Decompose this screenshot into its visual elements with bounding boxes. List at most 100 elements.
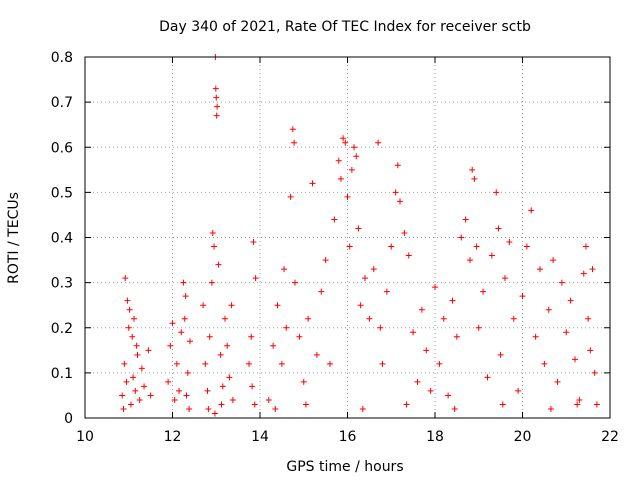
data-point <box>510 315 517 322</box>
data-point <box>451 405 458 412</box>
data-point <box>183 392 190 399</box>
data-point <box>134 351 141 358</box>
data-point <box>205 405 212 412</box>
data-point <box>493 189 500 196</box>
data-point <box>214 103 221 110</box>
data-point <box>502 275 508 282</box>
data-point <box>353 153 360 160</box>
axis-ticks: 10 12 14 16 18 20 22 0 0.1 0.2 0.3 0.4 0.5 0.6 0.7 0.8 <box>51 50 619 445</box>
data-point <box>405 252 412 259</box>
data-point <box>130 374 137 381</box>
data-point <box>532 333 539 340</box>
y-tick-label: 0.6 <box>51 140 73 156</box>
data-point <box>138 365 145 372</box>
y-axis-label: ROTI / TECUs <box>6 192 22 284</box>
data-point <box>208 279 215 286</box>
data-point <box>145 347 152 354</box>
data-point <box>375 139 382 146</box>
data-point <box>528 207 535 214</box>
data-point <box>593 401 600 408</box>
data-point <box>545 306 552 313</box>
data-point <box>215 261 222 268</box>
data-point <box>449 297 456 304</box>
data-point <box>120 405 127 412</box>
data-point <box>226 374 233 381</box>
data-point <box>340 135 347 142</box>
data-point <box>126 306 133 313</box>
data-point <box>574 401 581 408</box>
data-point <box>252 275 259 282</box>
data-point <box>289 126 296 133</box>
data-point <box>497 351 504 358</box>
data-point <box>572 356 578 363</box>
data-point <box>377 324 384 331</box>
data-point <box>462 216 469 223</box>
data-point <box>209 229 216 236</box>
y-tick-label: 0.3 <box>51 276 73 292</box>
data-point <box>211 243 218 250</box>
data-point <box>292 279 298 286</box>
data-point <box>394 162 401 169</box>
x-tick-label: 20 <box>514 429 532 445</box>
data-point <box>414 378 421 385</box>
data-point <box>147 392 154 399</box>
data-point <box>217 351 224 358</box>
data-point <box>453 333 460 340</box>
data-point <box>250 239 257 246</box>
data-point <box>184 369 191 376</box>
data-point <box>125 324 132 331</box>
data-point <box>576 396 583 403</box>
data-point <box>587 347 594 354</box>
data-points <box>119 54 600 417</box>
data-point <box>499 401 506 408</box>
data-point <box>337 175 344 182</box>
data-point <box>410 329 417 336</box>
data-point <box>550 257 557 264</box>
data-point <box>554 378 561 385</box>
data-point <box>131 315 137 322</box>
data-point <box>206 333 213 340</box>
y-tick-label: 0.1 <box>51 366 73 382</box>
data-point <box>309 180 316 187</box>
data-point <box>436 360 443 367</box>
data-point <box>212 85 219 92</box>
data-point <box>523 243 530 250</box>
x-tick-label: 12 <box>164 429 182 445</box>
data-point <box>186 405 193 412</box>
data-point <box>165 378 172 385</box>
data-point <box>224 342 231 349</box>
y-tick-label: 0 <box>64 411 73 427</box>
data-point <box>322 257 329 264</box>
data-point <box>300 378 307 385</box>
data-point <box>251 401 258 408</box>
data-point <box>181 315 188 322</box>
x-tick-label: 14 <box>251 429 269 445</box>
data-point <box>291 139 298 146</box>
data-point <box>348 166 355 173</box>
data-point <box>440 315 447 322</box>
data-point <box>180 279 187 286</box>
data-point <box>213 112 220 119</box>
x-axis-label: GPS time / hours <box>286 459 403 475</box>
chart-title: Day 340 of 2021, Rate Of TEC Index for r… <box>159 19 531 35</box>
data-point <box>219 383 226 390</box>
data-point <box>388 243 395 250</box>
data-point <box>141 383 148 390</box>
data-point <box>467 257 473 264</box>
data-point <box>270 342 277 349</box>
data-point <box>423 347 430 354</box>
data-point <box>480 288 487 295</box>
x-tick-label: 10 <box>76 429 94 445</box>
data-point <box>283 324 290 331</box>
data-point <box>591 369 598 376</box>
data-point <box>418 306 425 313</box>
data-point <box>362 275 368 282</box>
data-point <box>469 166 476 173</box>
data-point <box>519 293 526 300</box>
data-point <box>351 144 358 151</box>
data-point <box>124 297 131 304</box>
data-point <box>121 360 128 367</box>
data-point <box>558 279 565 286</box>
data-point <box>169 320 176 327</box>
